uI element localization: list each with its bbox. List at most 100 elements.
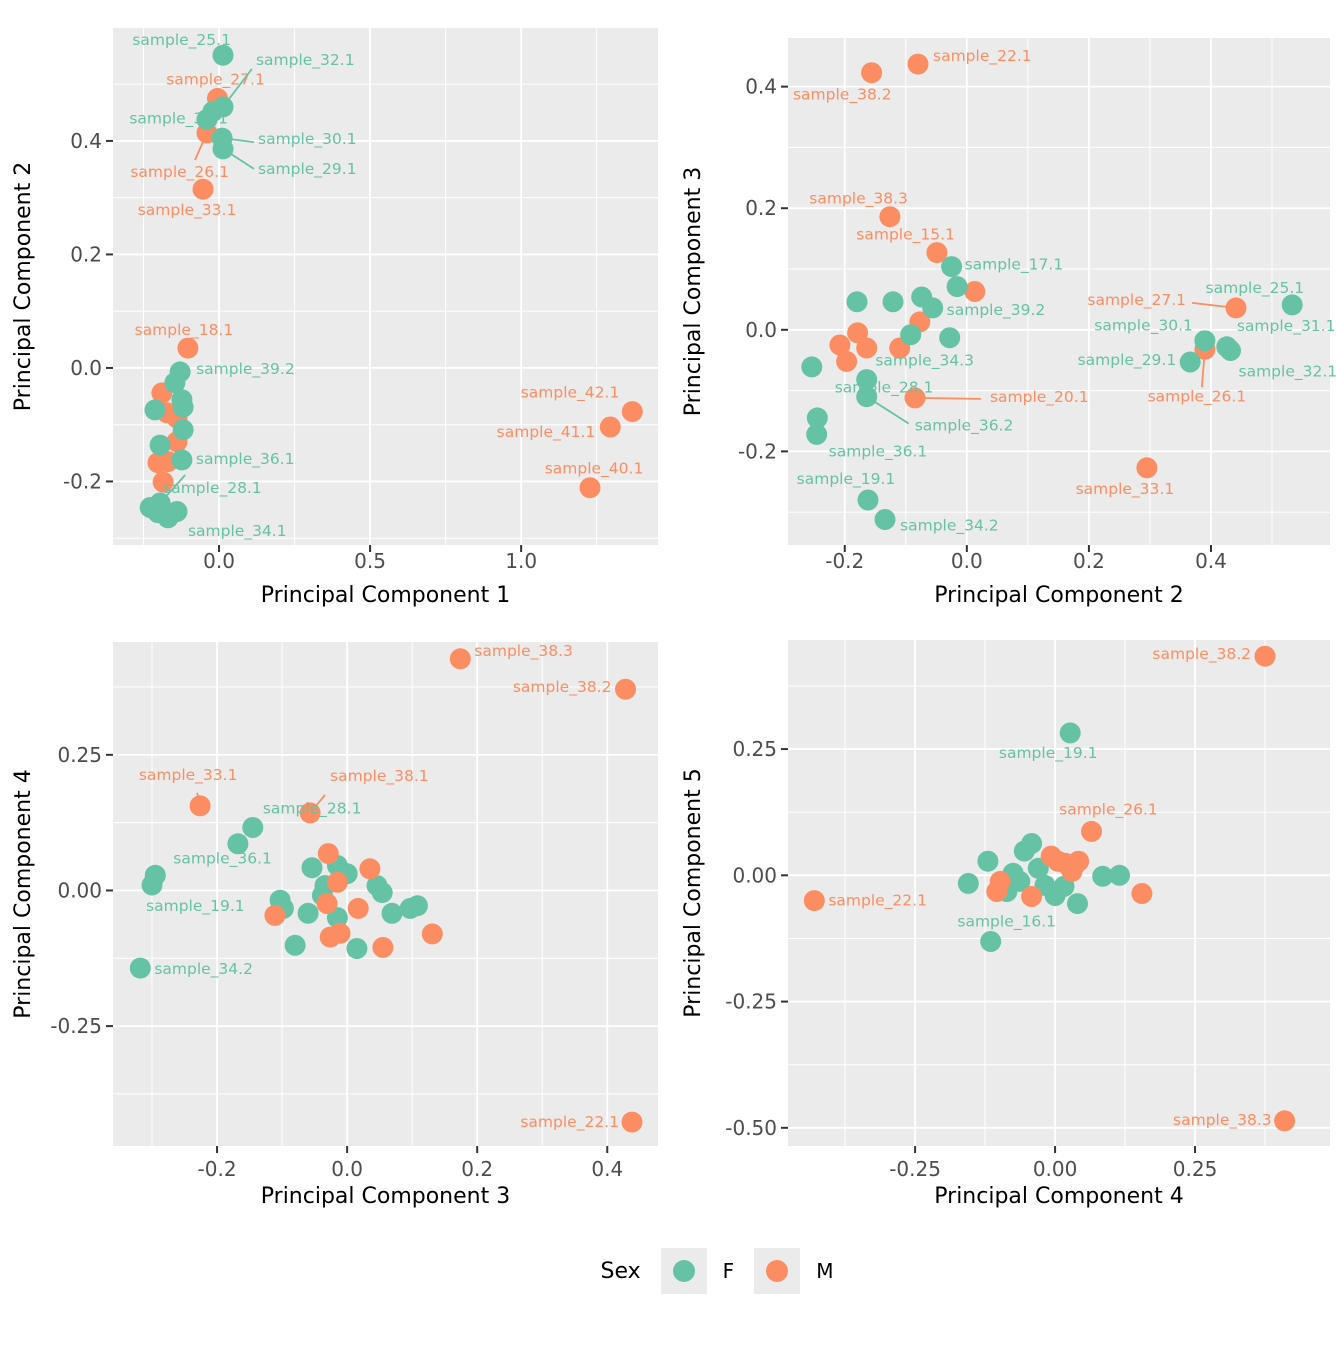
data-point	[861, 62, 883, 84]
point-label: sample_22.1	[520, 1113, 619, 1132]
data-point	[856, 337, 878, 359]
x-tick-label: 1.0	[505, 549, 537, 573]
y-tick-label: 0.4	[745, 75, 777, 99]
point-label: sample_38.2	[1152, 645, 1251, 664]
data-point	[1081, 820, 1102, 842]
legend-item-f: F	[660, 1248, 734, 1294]
data-point	[242, 817, 264, 838]
y-tick-label: -0.50	[725, 1116, 777, 1140]
callout-line	[1191, 302, 1227, 308]
legend-item-m: M	[754, 1248, 833, 1294]
data-point	[926, 242, 948, 264]
point-label: sample_29.1	[1078, 351, 1177, 370]
data-point	[977, 850, 999, 872]
point-label: sample_22.1	[828, 892, 927, 911]
point-label: sample_34.2	[900, 516, 999, 535]
x-axis-title: Principal Component 1	[261, 583, 510, 608]
y-tick-label: 0.25	[57, 743, 102, 767]
point-label: sample_22.1	[933, 47, 1032, 66]
point-label: sample_25.1	[132, 31, 231, 50]
point-label: sample_34.2	[154, 960, 253, 979]
data-point	[986, 881, 1008, 902]
data-point	[1109, 864, 1130, 886]
data-point	[347, 897, 369, 919]
data-point	[172, 396, 194, 418]
data-point	[615, 678, 636, 700]
y-tick-label: 0.00	[732, 863, 777, 887]
point-label: sample_40.1	[545, 460, 644, 479]
data-point	[346, 938, 368, 959]
point-label: sample_31.1	[1237, 317, 1336, 336]
point-label: sample_38.2	[513, 678, 612, 697]
data-point	[964, 281, 986, 302]
data-point	[1131, 883, 1153, 904]
x-tick-label: 0.2	[461, 1157, 493, 1181]
callout-line	[231, 138, 255, 143]
x-tick-label: -0.2	[825, 549, 864, 573]
callout-line	[874, 401, 910, 425]
data-point	[1136, 457, 1158, 479]
data-point	[212, 138, 234, 160]
data-point	[922, 297, 944, 319]
data-point	[1067, 893, 1088, 915]
y-tick-label: 0.4	[70, 129, 102, 153]
data-point	[1021, 833, 1043, 854]
data-point	[846, 291, 868, 313]
point-label: sample_25.1	[1206, 279, 1305, 298]
data-point	[297, 902, 319, 924]
data-point	[957, 872, 979, 894]
data-point	[1225, 297, 1247, 319]
x-tick-label: 0.0	[203, 549, 235, 573]
y-tick-label: -0.2	[63, 469, 102, 493]
data-point	[847, 322, 869, 344]
data-point	[1254, 645, 1276, 667]
point-label: sample_33.1	[139, 766, 238, 785]
data-point	[319, 926, 341, 948]
data-point	[803, 890, 825, 912]
point-label: sample_39.2	[947, 301, 1046, 320]
data-point	[980, 931, 1002, 952]
data-point	[421, 923, 443, 945]
data-point	[144, 399, 166, 421]
legend-title: Sex	[600, 1258, 641, 1284]
panel-pc3-pc4: sample_28.1 sample_36.1 sample_19.1 sample_…	[11, 642, 658, 1209]
data-point	[1281, 294, 1303, 316]
point-label: sample_19.1	[146, 897, 245, 916]
x-axis-title: Principal Component 3	[261, 1184, 510, 1209]
data-point	[164, 372, 186, 394]
m-dot-icon	[766, 1260, 789, 1282]
x-tick-label: 0.0	[951, 549, 983, 573]
data-point	[1059, 722, 1081, 744]
point-label: sample_26.1	[1148, 387, 1247, 406]
y-tick-label: -0.2	[738, 439, 777, 463]
point-label: sample_16.1	[957, 912, 1056, 931]
panel-pc2-pc3: sample_22.1 sample_38.2 sample_38.3 sample_…	[681, 38, 1337, 608]
callout-line	[924, 397, 981, 400]
data-point	[946, 276, 968, 298]
point-label: sample_38.3	[809, 190, 908, 209]
data-point	[152, 471, 174, 493]
y-axis-title: Principal Component 5	[681, 768, 706, 1017]
x-tick-label: 0.2	[1073, 549, 1105, 573]
data-point	[621, 401, 643, 423]
data-point	[141, 874, 163, 896]
point-label: sample_26.1	[130, 163, 229, 182]
data-point	[1068, 850, 1090, 872]
point-label: sample_15.1	[856, 226, 955, 245]
data-point	[371, 882, 393, 904]
point-label: sample_30.1	[1094, 317, 1193, 336]
point-label: sample_36.2	[915, 417, 1014, 436]
data-point	[879, 206, 901, 228]
x-tick-label: 0.25	[1173, 1157, 1218, 1181]
point-label: sample_36.1	[173, 849, 272, 868]
data-point	[359, 858, 381, 880]
data-point	[202, 100, 224, 122]
callout-line	[166, 474, 186, 497]
point-label: sample_18.1	[135, 321, 234, 340]
x-tick-label: 0.5	[354, 549, 386, 573]
data-point	[882, 291, 904, 313]
point-label: sample_36.1	[829, 442, 928, 461]
point-label: sample_17.1	[965, 256, 1064, 275]
